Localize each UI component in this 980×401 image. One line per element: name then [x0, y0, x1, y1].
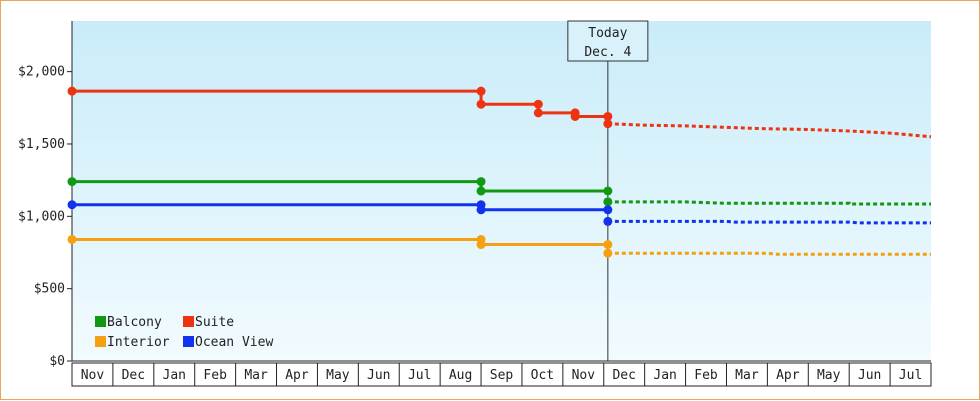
month-label: Jun — [858, 368, 881, 383]
balcony-point — [476, 186, 486, 196]
ocean-view-forecast — [607, 219, 931, 225]
y-axis: $0 $500 $1,000 $1,500 $2,000 — [18, 21, 73, 369]
suite-point — [533, 99, 543, 109]
interior-point — [603, 240, 613, 250]
month-label: Jul — [408, 368, 431, 383]
suite-point — [67, 86, 77, 96]
month-label: Jan — [653, 368, 676, 383]
suite-point — [603, 119, 613, 129]
series-lines — [67, 86, 932, 258]
y-tick-label: $1,500 — [18, 137, 65, 152]
month-label: Apr — [285, 368, 309, 383]
y-tick-label: $500 — [34, 282, 65, 297]
month-label: Dec — [122, 368, 145, 383]
month-label: Jul — [899, 368, 922, 383]
series-interior — [67, 234, 931, 258]
month-label: Mar — [244, 368, 268, 383]
legend-swatch-balcony — [95, 316, 106, 327]
legend-swatch-interior — [95, 336, 106, 347]
interior-point — [476, 240, 486, 250]
legend-swatch-ocean-view — [183, 336, 194, 347]
month-label: Mar — [735, 368, 759, 383]
suite-forecast — [607, 122, 932, 139]
legend-swatch-suite — [183, 316, 194, 327]
suite-point — [570, 111, 580, 121]
y-tick-label: $1,000 — [18, 209, 65, 224]
ocean-view-point — [476, 205, 486, 215]
balcony-point — [603, 197, 613, 207]
month-label: Feb — [694, 368, 718, 383]
month-label: Apr — [776, 368, 800, 383]
suite-point — [476, 86, 486, 96]
legend-label-suite: Suite — [195, 315, 234, 330]
suite-point — [533, 108, 543, 118]
today-date: Dec. 4 — [584, 45, 631, 60]
month-label: Nov — [572, 368, 596, 383]
month-label: Jun — [367, 368, 390, 383]
series-suite — [67, 86, 932, 139]
legend: Balcony Suite Interior Ocean View — [95, 315, 273, 350]
balcony-point — [603, 186, 613, 196]
month-label: Oct — [531, 368, 554, 383]
month-label: Nov — [81, 368, 105, 383]
ocean-view-point — [603, 205, 613, 215]
legend-label-balcony: Balcony — [107, 315, 162, 330]
ocean-view-point — [603, 216, 613, 226]
interior-point — [67, 234, 77, 244]
month-label: Jan — [163, 368, 186, 383]
today-box — [567, 20, 649, 62]
balcony-forecast — [607, 200, 931, 206]
month-label: Aug — [449, 368, 472, 383]
month-label: May — [817, 368, 841, 383]
y-tick-label: $0 — [49, 354, 65, 369]
month-label: Dec — [612, 368, 635, 383]
today-label: Today — [588, 26, 627, 41]
legend-label-ocean-view: Ocean View — [195, 335, 273, 350]
series-ocean-view — [67, 200, 931, 226]
ocean-view-point — [67, 200, 77, 210]
y-tick-label: $2,000 — [18, 65, 65, 80]
series-balcony — [67, 177, 931, 207]
balcony-point — [67, 177, 77, 187]
month-label: May — [326, 368, 350, 383]
suite-point — [476, 99, 486, 109]
x-axis: Nov Dec Jan Feb Mar Apr May Jun Jul Aug Sep Oct Nov D… — [71, 360, 932, 387]
month-label: Feb — [203, 368, 227, 383]
interior-point — [603, 248, 613, 258]
legend-label-interior: Interior — [107, 335, 170, 350]
suite-point — [603, 111, 613, 121]
balcony-point — [476, 177, 486, 187]
interior-forecast — [607, 251, 931, 256]
month-strip — [71, 362, 932, 387]
month-label: Sep — [490, 368, 514, 383]
